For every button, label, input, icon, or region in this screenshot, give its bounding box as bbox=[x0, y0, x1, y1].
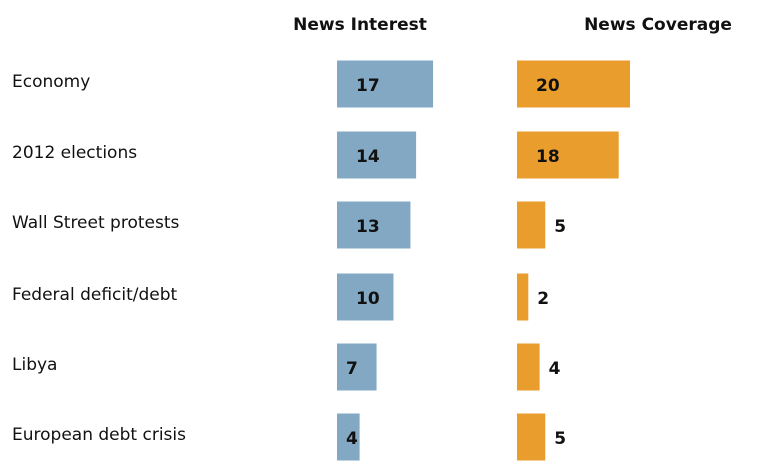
value-label-news-interest-economy: 17 bbox=[356, 76, 380, 96]
bar-news-interest-libya bbox=[337, 343, 377, 391]
bar-news-interest-wall-street-protests bbox=[337, 201, 411, 249]
bar-news-coverage-federal-deficit-debt bbox=[517, 273, 529, 321]
header-news-coverage: News Coverage bbox=[584, 15, 732, 35]
category-label-2012-elections: 2012 elections bbox=[12, 143, 137, 163]
value-label-news-coverage-wall-street-protests: 5 bbox=[554, 217, 566, 237]
bar-news-interest-2012-elections bbox=[337, 131, 417, 179]
category-label-federal-deficit-debt: Federal deficit/debt bbox=[12, 285, 178, 305]
bar-news-coverage-economy bbox=[517, 60, 630, 108]
value-label-news-coverage-federal-deficit-debt: 2 bbox=[537, 289, 549, 309]
bar-news-coverage-european-debt-crisis bbox=[517, 413, 546, 461]
bar-news-coverage-libya bbox=[517, 343, 540, 391]
value-labels: 17 20 14 18 13 5 10 2 7 4 4 5 bbox=[346, 76, 566, 449]
category-label-wall-street-protests: Wall Street protests bbox=[12, 213, 180, 233]
value-label-news-interest-european-debt-crisis: 4 bbox=[346, 429, 358, 449]
bar-news-interest-federal-deficit-debt bbox=[337, 273, 394, 321]
bar-news-coverage-wall-street-protests bbox=[517, 201, 546, 249]
bar-news-interest-european-debt-crisis bbox=[337, 413, 360, 461]
value-label-news-interest-federal-deficit-debt: 10 bbox=[356, 289, 380, 309]
value-label-news-interest-wall-street-protests: 13 bbox=[356, 217, 380, 237]
column-headers: News Interest News Coverage bbox=[293, 15, 732, 35]
bar-news-coverage-2012-elections bbox=[517, 131, 619, 179]
header-news-interest: News Interest bbox=[293, 15, 427, 35]
value-label-news-coverage-european-debt-crisis: 5 bbox=[554, 429, 566, 449]
bars bbox=[337, 60, 630, 461]
value-label-news-interest-libya: 7 bbox=[346, 359, 358, 379]
category-label-libya: Libya bbox=[12, 355, 57, 375]
bar-news-interest-economy bbox=[337, 60, 434, 108]
value-label-news-coverage-libya: 4 bbox=[549, 359, 561, 379]
value-label-news-interest-2012-elections: 14 bbox=[356, 147, 380, 167]
category-label-european-debt-crisis: European debt crisis bbox=[12, 425, 186, 445]
category-labels: Economy 2012 elections Wall Street protest… bbox=[12, 72, 186, 445]
category-label-economy: Economy bbox=[12, 72, 90, 92]
value-label-news-coverage-2012-elections: 18 bbox=[536, 147, 560, 167]
value-label-news-coverage-economy: 20 bbox=[536, 76, 560, 96]
